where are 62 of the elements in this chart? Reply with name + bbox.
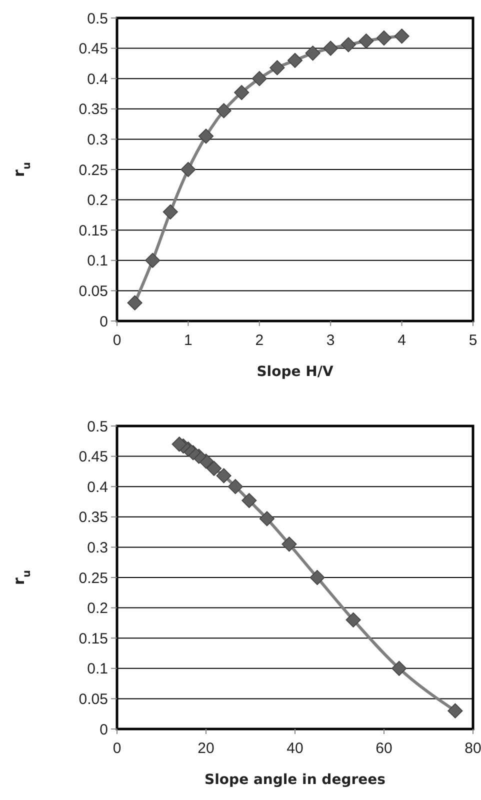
point bbox=[228, 479, 243, 494]
y-tick-label: 0.35 bbox=[78, 101, 108, 118]
point bbox=[216, 468, 232, 484]
y-tick-label: 0.35 bbox=[78, 509, 108, 526]
y-tick-label: 0.45 bbox=[78, 448, 108, 466]
point bbox=[145, 252, 160, 268]
point bbox=[162, 204, 178, 220]
point bbox=[180, 162, 196, 178]
y-tick-label: 0.15 bbox=[78, 222, 108, 240]
point bbox=[392, 660, 407, 676]
point bbox=[310, 570, 325, 586]
point bbox=[127, 295, 142, 310]
y-tick-label: 0.2 bbox=[87, 192, 108, 210]
point bbox=[340, 37, 356, 52]
x-tick-label: 80 bbox=[464, 740, 481, 757]
point bbox=[252, 71, 267, 86]
x-tick-label: 0 bbox=[112, 740, 122, 757]
x-tick-label: 2 bbox=[255, 332, 264, 349]
y-tick-label: 0.5 bbox=[87, 10, 108, 28]
point bbox=[282, 536, 297, 552]
point bbox=[305, 46, 320, 61]
point bbox=[259, 511, 275, 526]
x-tick-label: 4 bbox=[398, 332, 406, 349]
y-tick-label: 0.5 bbox=[87, 418, 108, 436]
y-tick-label: 0.25 bbox=[78, 570, 108, 587]
x-tick-label: 20 bbox=[198, 740, 214, 757]
point bbox=[242, 493, 257, 508]
point bbox=[287, 52, 303, 68]
y-tick-label: 0.1 bbox=[87, 252, 108, 270]
y-tick-label: 0 bbox=[100, 721, 108, 738]
point bbox=[448, 703, 463, 718]
x-tick-label: 5 bbox=[468, 332, 478, 349]
x-tick-label: 40 bbox=[286, 740, 304, 757]
y-tick-label: 0.3 bbox=[87, 131, 108, 148]
y-tick-label: 0.15 bbox=[78, 630, 108, 648]
y-tick-label: 0.25 bbox=[78, 162, 108, 179]
point bbox=[358, 33, 374, 49]
point bbox=[346, 612, 361, 628]
point bbox=[216, 103, 232, 118]
point bbox=[376, 30, 392, 46]
y-tick-label: 0 bbox=[100, 313, 108, 330]
x-axis-title: Slope H/V bbox=[256, 364, 334, 380]
point bbox=[394, 28, 410, 44]
point bbox=[270, 60, 285, 76]
point bbox=[234, 85, 250, 100]
x-tick-label: 60 bbox=[376, 740, 392, 757]
x-axis-title: Slope angle in degrees bbox=[204, 772, 386, 788]
y-tick-label: 0.4 bbox=[87, 70, 108, 88]
x-tick-label: 3 bbox=[326, 332, 335, 349]
x-tick-label: 1 bbox=[184, 332, 192, 349]
point bbox=[198, 128, 214, 144]
y-tick-label: 0.05 bbox=[78, 690, 108, 708]
point bbox=[172, 436, 187, 452]
y-tick-label: 0.1 bbox=[87, 660, 108, 678]
point bbox=[323, 40, 338, 56]
point bbox=[206, 460, 222, 476]
y-tick-label: 0.4 bbox=[87, 478, 108, 496]
y-tick-label: 0.05 bbox=[78, 282, 108, 300]
y-tick-label: 0.2 bbox=[87, 600, 108, 618]
y-tick-label: 0.3 bbox=[87, 539, 108, 556]
y-tick-label: 0.45 bbox=[78, 40, 108, 58]
x-tick-label: 0 bbox=[112, 332, 122, 349]
